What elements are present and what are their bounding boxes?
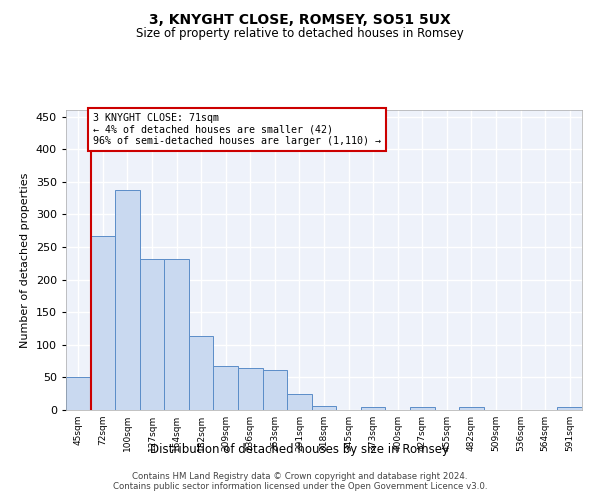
Bar: [312, 406, 336, 410]
Bar: [115, 190, 140, 410]
Bar: [164, 258, 189, 410]
Bar: [214, 366, 238, 410]
Bar: [263, 370, 287, 410]
Text: Contains HM Land Registry data © Crown copyright and database right 2024.: Contains HM Land Registry data © Crown c…: [132, 472, 468, 481]
Bar: [361, 406, 385, 410]
Bar: [410, 406, 434, 410]
Text: Contains public sector information licensed under the Open Government Licence v3: Contains public sector information licen…: [113, 482, 487, 491]
Bar: [140, 258, 164, 410]
Text: Size of property relative to detached houses in Romsey: Size of property relative to detached ho…: [136, 28, 464, 40]
Bar: [459, 408, 484, 410]
Text: 3 KNYGHT CLOSE: 71sqm
← 4% of detached houses are smaller (42)
96% of semi-detac: 3 KNYGHT CLOSE: 71sqm ← 4% of detached h…: [93, 113, 381, 146]
Bar: [189, 336, 214, 410]
Bar: [91, 236, 115, 410]
Y-axis label: Number of detached properties: Number of detached properties: [20, 172, 30, 348]
Text: 3, KNYGHT CLOSE, ROMSEY, SO51 5UX: 3, KNYGHT CLOSE, ROMSEY, SO51 5UX: [149, 12, 451, 26]
Bar: [557, 406, 582, 410]
Bar: [287, 394, 312, 410]
Bar: [238, 368, 263, 410]
Bar: [66, 378, 91, 410]
Text: Distribution of detached houses by size in Romsey: Distribution of detached houses by size …: [151, 442, 449, 456]
